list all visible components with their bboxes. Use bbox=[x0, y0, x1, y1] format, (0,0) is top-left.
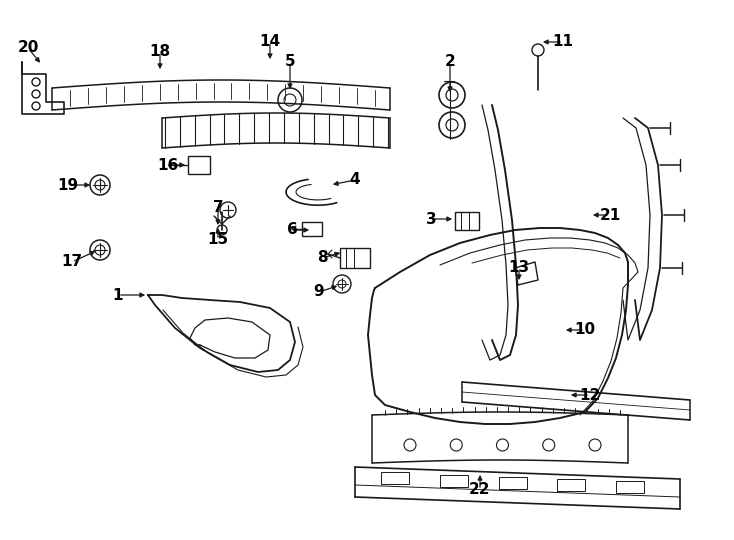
Text: 20: 20 bbox=[18, 40, 39, 56]
Text: 3: 3 bbox=[426, 212, 436, 226]
Bar bbox=[440, 475, 468, 487]
Text: 16: 16 bbox=[157, 158, 178, 172]
Text: 19: 19 bbox=[57, 178, 79, 192]
Bar bbox=[557, 479, 585, 491]
Text: 15: 15 bbox=[208, 233, 228, 247]
Text: 10: 10 bbox=[575, 322, 595, 338]
Text: 1: 1 bbox=[113, 287, 123, 302]
Text: 13: 13 bbox=[509, 260, 529, 275]
Bar bbox=[381, 472, 409, 484]
Bar bbox=[188, 156, 210, 174]
Text: 11: 11 bbox=[553, 35, 573, 50]
Text: 18: 18 bbox=[150, 44, 170, 59]
Text: 5: 5 bbox=[285, 55, 295, 70]
Bar bbox=[616, 481, 644, 493]
Bar bbox=[340, 248, 370, 268]
Text: 4: 4 bbox=[349, 172, 360, 187]
Text: 7: 7 bbox=[213, 200, 223, 215]
Text: 9: 9 bbox=[313, 285, 324, 300]
Bar bbox=[498, 477, 526, 489]
Text: 6: 6 bbox=[286, 222, 297, 238]
Text: 17: 17 bbox=[62, 254, 82, 269]
Bar bbox=[455, 212, 479, 230]
Bar bbox=[302, 222, 322, 236]
Text: 14: 14 bbox=[259, 35, 280, 50]
Text: 12: 12 bbox=[579, 388, 600, 402]
Text: 22: 22 bbox=[469, 483, 491, 497]
Text: 21: 21 bbox=[600, 207, 621, 222]
Text: 2: 2 bbox=[445, 55, 455, 70]
Text: 8: 8 bbox=[316, 251, 327, 266]
